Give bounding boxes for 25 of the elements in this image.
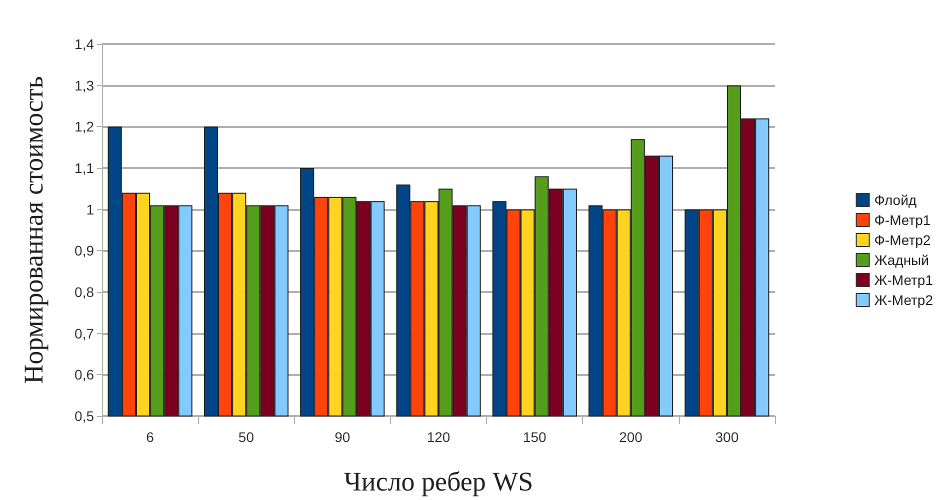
legend-label: Ж-Метр2 (874, 292, 934, 308)
x-tick-label: 200 (619, 429, 643, 445)
y-tick-label: 0,7 (74, 325, 94, 342)
y-tick-label: 1,3 (74, 77, 94, 94)
legend-label: Ж-Метр1 (874, 272, 934, 288)
x-tick-label: 90 (334, 429, 350, 445)
x-tick-label: 150 (522, 429, 547, 445)
legend-label: Ф-Метр2 (874, 232, 931, 248)
legend-label: Ф-Метр1 (874, 212, 931, 228)
legend-label: Флойд (874, 192, 917, 208)
x-tick-label: 300 (715, 429, 739, 445)
y-tick-label: 1,1 (74, 160, 94, 176)
y-tick-label: 0,6 (74, 366, 94, 383)
y-tick-label: 0,5 (74, 408, 94, 424)
x-tick-label: 6 (146, 429, 154, 445)
y-tick-label: 1,2 (74, 118, 94, 135)
x-tick-label: 50 (238, 429, 254, 445)
x-tick-label: 120 (426, 429, 450, 445)
y-axis-title: Нормированная стоимость (18, 76, 48, 384)
y-tick-label: 1 (86, 201, 94, 218)
y-tick-label: 1,4 (74, 36, 94, 52)
y-tick-label: 0,8 (74, 284, 94, 300)
x-axis-title: Число ребер WS (344, 466, 534, 496)
y-tick-label: 0,9 (74, 242, 94, 259)
legend-label: Жадный (874, 252, 929, 268)
